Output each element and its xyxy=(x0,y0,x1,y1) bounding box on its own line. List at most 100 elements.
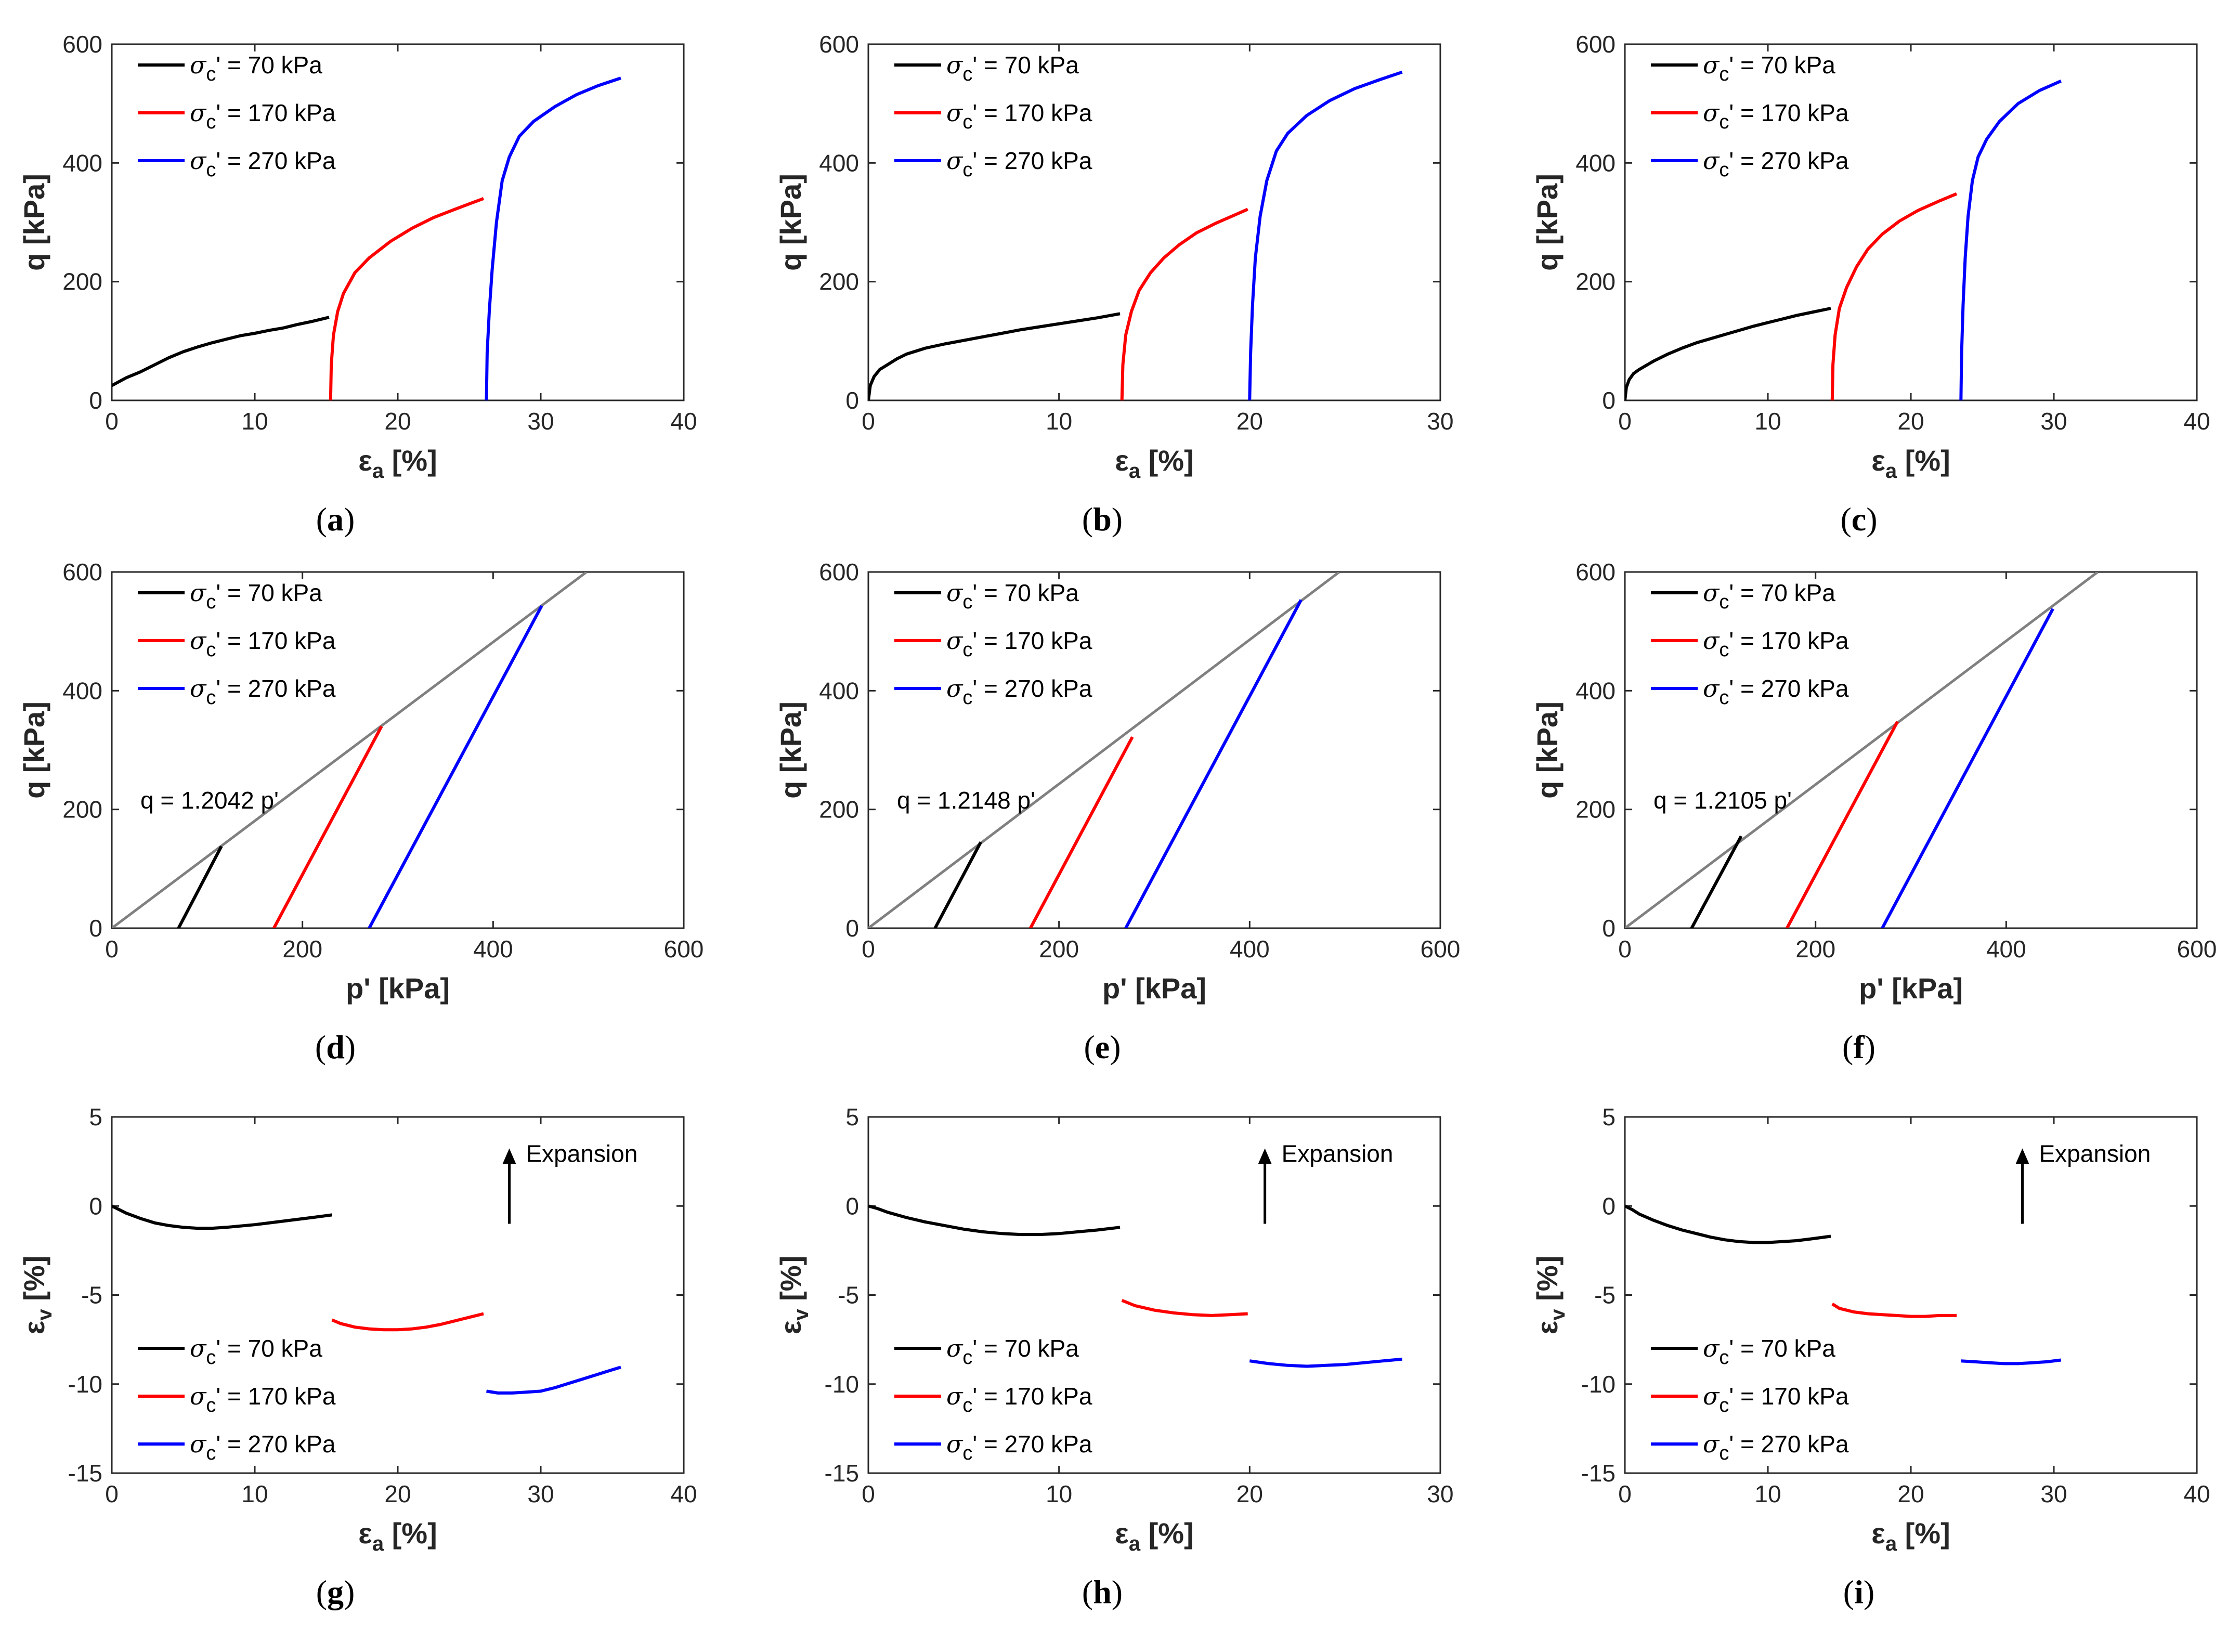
x-tick-label: 10 xyxy=(1046,1480,1072,1507)
panel-label: (c) xyxy=(1840,501,1877,538)
x-tick-label: 0 xyxy=(862,935,875,962)
legend-entry-1: σc' = 70 kPa xyxy=(946,51,1079,85)
series-line-3 xyxy=(368,605,543,928)
y-tick-label: 200 xyxy=(62,796,102,823)
x-tick-label: 400 xyxy=(1230,935,1270,962)
panel-label: (a) xyxy=(316,501,355,538)
y-tick-label: 600 xyxy=(62,558,102,586)
axes-frame xyxy=(867,571,1441,929)
legend-entry-2: σc' = 170 kPa xyxy=(1703,1382,1849,1416)
y-tick-label: 0 xyxy=(89,1192,102,1219)
y-tick-label: 600 xyxy=(819,558,859,586)
y-axis-label: εv [%] xyxy=(18,1256,56,1334)
x-tick-label: 30 xyxy=(2040,408,2067,435)
x-axis-label: p' [kPa] xyxy=(1859,972,1963,1005)
panel-label: (h) xyxy=(1082,1573,1123,1610)
fit-equation-label: q = 1.2148 p' xyxy=(897,787,1035,814)
series-line-1 xyxy=(177,845,223,928)
x-tick-label: 30 xyxy=(527,1480,554,1507)
y-tick-label: 400 xyxy=(62,677,102,704)
y-tick-label: 0 xyxy=(89,915,102,942)
panel-label: (e) xyxy=(1084,1029,1121,1065)
panel-label: (f) xyxy=(1842,1029,1876,1065)
x-tick-label: 600 xyxy=(1421,935,1461,962)
legend-entry-3: σc' = 270 kPa xyxy=(1703,1430,1849,1464)
series-line-2 xyxy=(331,1312,484,1332)
panel-label: (b) xyxy=(1082,501,1123,538)
y-tick-label: -10 xyxy=(1581,1371,1616,1398)
series-line-1 xyxy=(1690,835,1743,928)
expansion-label: Expansion xyxy=(2039,1140,2151,1167)
y-tick-label: 5 xyxy=(845,1103,859,1130)
x-tick-label: 10 xyxy=(1754,1480,1781,1507)
series-line-1 xyxy=(112,1204,332,1230)
panel-f: 0 200 400 600 0 200 400 600 p' [kPa] q [kPa] q = 1… xyxy=(1531,558,2217,1065)
series-line-2 xyxy=(1029,736,1134,928)
legend-entry-3: σc' = 270 kPa xyxy=(1703,674,1849,709)
series-line-1 xyxy=(933,841,982,928)
failure-line xyxy=(868,572,1340,928)
legend-entry-1: σc' = 70 kPa xyxy=(1703,579,1835,613)
legend-entry-1: σc' = 70 kPa xyxy=(190,579,322,613)
legend-entry-2: σc' = 170 kPa xyxy=(946,1382,1092,1416)
legend-entry-1: σc' = 70 kPa xyxy=(946,1334,1079,1369)
y-tick-label: 0 xyxy=(1602,915,1616,942)
x-tick-label: 0 xyxy=(105,1480,119,1507)
series-line-3 xyxy=(1248,70,1403,400)
x-tick-label: 0 xyxy=(1618,408,1632,435)
legend-entry-3: σc' = 270 kPa xyxy=(1703,147,1849,181)
x-tick-label: 0 xyxy=(1618,935,1632,962)
axes-frame xyxy=(867,1116,1441,1474)
legend-entry-3: σc' = 270 kPa xyxy=(190,1430,336,1464)
y-tick-label: 200 xyxy=(1575,796,1616,823)
legend-entry-2: σc' = 170 kPa xyxy=(946,627,1092,661)
legend-entry-2: σc' = 170 kPa xyxy=(190,627,336,661)
x-axis-label: εa [%] xyxy=(1871,444,1950,483)
y-tick-label: 400 xyxy=(819,677,859,704)
x-tick-label: 20 xyxy=(1236,1480,1263,1507)
failure-line xyxy=(112,572,588,928)
y-tick-label: 0 xyxy=(845,1192,859,1219)
panel-i: 0 10 20 30 40 -15 -10 -5 0 5 εa [%] εv [%] Expansion… xyxy=(1531,1103,2210,1610)
legend-entry-3: σc' = 270 kPa xyxy=(946,147,1092,181)
y-axis-label: q [kPa] xyxy=(1531,701,1564,799)
axes-frame xyxy=(867,43,1441,401)
fit-equation-label: q = 1.2105 p' xyxy=(1653,787,1792,814)
x-tick-label: 10 xyxy=(241,408,268,435)
y-tick-label: -15 xyxy=(1581,1460,1616,1487)
series-line-1 xyxy=(868,312,1121,400)
x-axis-label: εa [%] xyxy=(1115,444,1193,483)
legend-entry-3: σc' = 270 kPa xyxy=(190,674,336,709)
x-tick-label: 10 xyxy=(1046,408,1072,435)
x-tick-label: 0 xyxy=(862,408,875,435)
series-line-1 xyxy=(868,1204,1121,1237)
x-tick-label: 400 xyxy=(473,935,513,962)
panel-label: (i) xyxy=(1843,1573,1874,1610)
y-tick-label: 400 xyxy=(1575,149,1616,176)
series-line-3 xyxy=(486,1365,621,1395)
panel-g: 0 10 20 30 40 -15 -10 -5 0 5 εa [%] εv [%] Expansion… xyxy=(18,1103,697,1610)
y-tick-label: 400 xyxy=(819,149,859,176)
x-tick-label: 30 xyxy=(527,408,554,435)
x-tick-label: 20 xyxy=(384,408,411,435)
y-tick-label: 400 xyxy=(62,149,102,176)
y-tick-label: 200 xyxy=(62,268,102,295)
legend-entry-1: σc' = 70 kPa xyxy=(946,579,1079,613)
axes-frame xyxy=(1624,43,2198,401)
y-tick-label: -5 xyxy=(1594,1282,1616,1309)
failure-line xyxy=(1625,572,2099,928)
panel-label: (g) xyxy=(316,1573,355,1610)
expansion-arrow-head xyxy=(502,1148,516,1164)
legend-entry-1: σc' = 70 kPa xyxy=(1703,51,1835,85)
legend-entry-1: σc' = 70 kPa xyxy=(190,51,322,85)
y-tick-label: -5 xyxy=(81,1282,102,1309)
series-line-2 xyxy=(1831,1303,1957,1318)
expansion-label: Expansion xyxy=(526,1140,638,1167)
y-tick-label: -15 xyxy=(825,1460,859,1487)
x-axis-label: εa [%] xyxy=(1871,1517,1950,1555)
fit-equation-label: q = 1.2042 p' xyxy=(140,787,279,814)
y-tick-label: 200 xyxy=(819,796,859,823)
legend-entry-2: σc' = 170 kPa xyxy=(190,99,336,133)
x-tick-label: 40 xyxy=(2183,1480,2210,1507)
x-tick-label: 20 xyxy=(384,1480,411,1507)
